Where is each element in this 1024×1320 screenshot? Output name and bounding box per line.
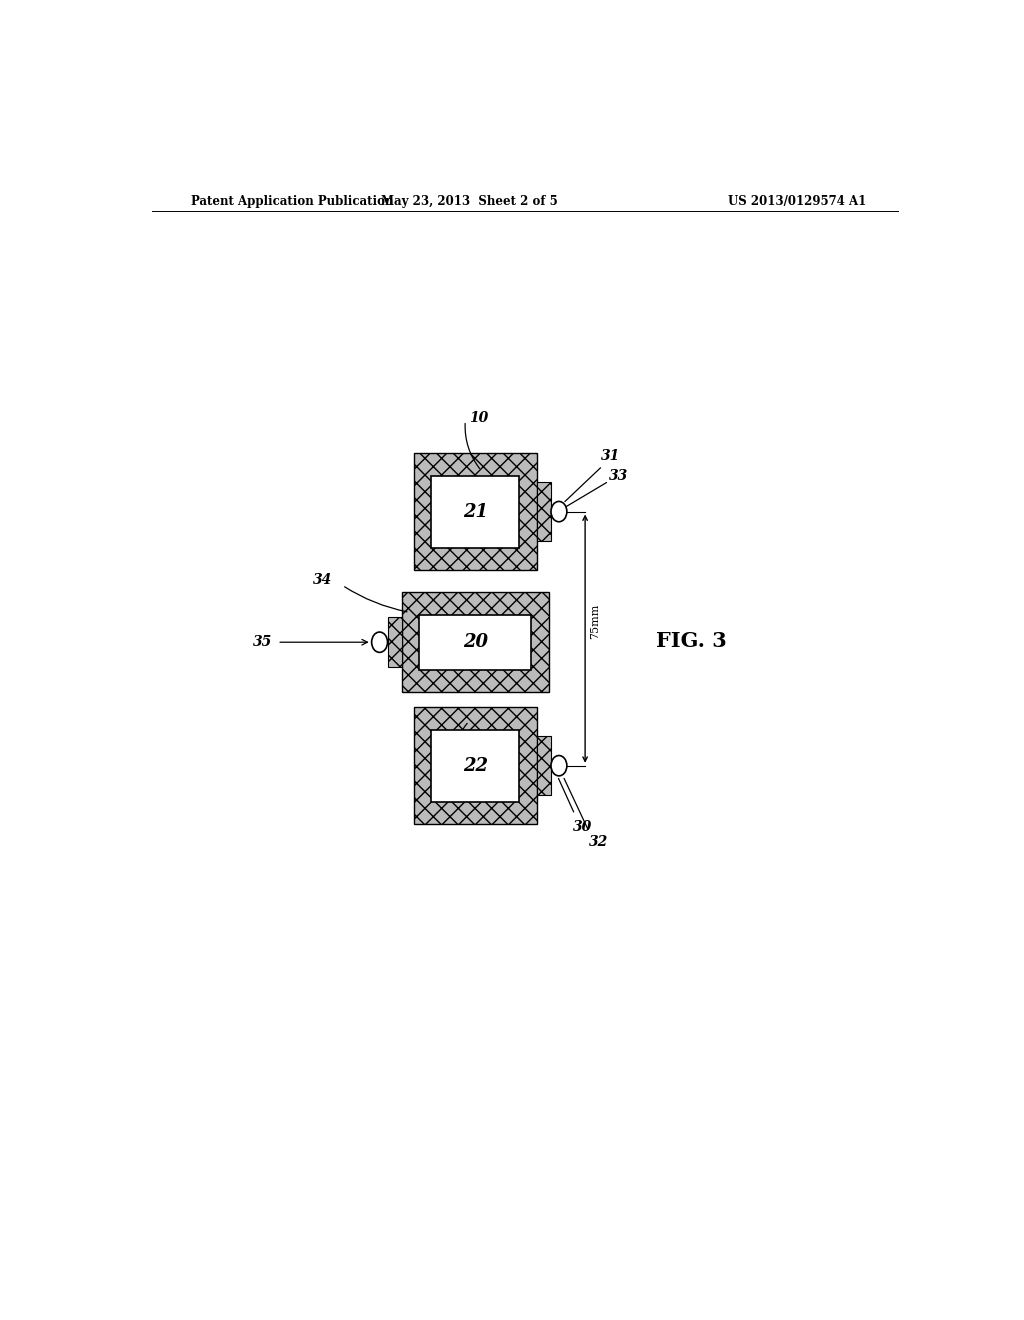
Bar (419, 615, 531, 669)
Text: May 23, 2013  Sheet 2 of 5: May 23, 2013 Sheet 2 of 5 (381, 194, 558, 207)
Circle shape (551, 755, 567, 776)
Circle shape (372, 632, 387, 652)
Bar (431, 730, 519, 801)
Bar (537, 737, 551, 795)
Text: US 2013/0129574 A1: US 2013/0129574 A1 (728, 194, 866, 207)
Text: FIG. 3: FIG. 3 (656, 631, 727, 651)
Bar (414, 708, 537, 824)
Text: 35: 35 (253, 635, 272, 649)
Text: 34: 34 (312, 573, 332, 587)
Bar (387, 618, 401, 667)
Text: 20: 20 (463, 634, 487, 651)
Text: 10: 10 (458, 735, 476, 750)
Bar (537, 482, 551, 541)
Text: 10: 10 (469, 411, 488, 425)
Bar (431, 475, 519, 548)
Bar (401, 593, 549, 692)
Circle shape (551, 502, 567, 521)
Bar (414, 453, 537, 570)
Text: 31: 31 (601, 449, 621, 463)
Text: 33: 33 (609, 469, 628, 483)
Text: 22: 22 (463, 756, 487, 775)
Text: 21: 21 (463, 503, 487, 520)
Text: Patent Application Publication: Patent Application Publication (191, 194, 394, 207)
Text: 32: 32 (589, 836, 608, 849)
Text: 75mm: 75mm (591, 603, 600, 639)
Text: 30: 30 (573, 820, 592, 834)
